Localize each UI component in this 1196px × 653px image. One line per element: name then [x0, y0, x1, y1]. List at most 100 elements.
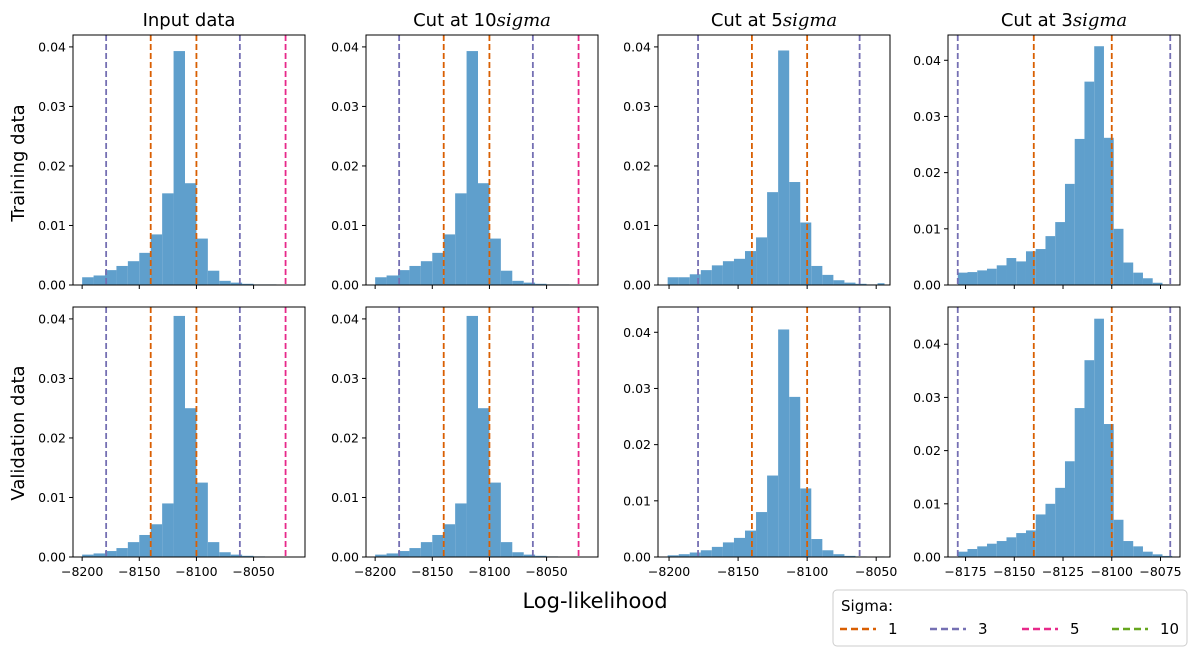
histogram-bar: [1142, 551, 1153, 557]
subplot-title: Cut at 3sigma: [1001, 10, 1127, 31]
histogram-bar: [230, 282, 243, 285]
y-tick-label: 0.00: [38, 278, 66, 293]
y-tick-label: 0.01: [913, 221, 941, 236]
subplot-title: Cut at 10sigma: [413, 10, 551, 31]
y-tick-label: 0.04: [331, 39, 359, 54]
x-tick-label: −8150: [993, 564, 1035, 579]
histogram-bar: [877, 283, 885, 285]
histogram-bar: [512, 552, 524, 557]
histogram-bar: [398, 551, 410, 557]
histogram-bar: [1035, 514, 1046, 557]
x-tick-label: −8075: [1139, 564, 1181, 579]
histogram-bar: [443, 524, 456, 557]
histogram-bar: [432, 252, 444, 285]
histogram-bar: [822, 550, 834, 557]
histogram-bar: [127, 542, 140, 557]
histogram-bar: [196, 482, 208, 557]
histogram-bar: [500, 542, 513, 557]
y-tick-label: 0.02: [913, 165, 941, 180]
histogram-bar: [1084, 81, 1095, 285]
histogram-bar: [1055, 487, 1065, 557]
histogram-bar: [678, 554, 690, 557]
histogram-bar: [1113, 519, 1124, 557]
histogram-bar: [789, 396, 801, 557]
histogram-bar: [173, 51, 185, 286]
histogram-bar: [1162, 555, 1173, 557]
histogram-bar: [700, 550, 712, 557]
histogram-bar: [767, 192, 779, 285]
histogram-bar: [986, 268, 997, 285]
histogram-bar: [833, 554, 845, 557]
histogram-bar: [478, 408, 490, 557]
x-axis-label: Log-likelihood: [522, 589, 667, 613]
histogram-bar: [1152, 282, 1163, 285]
histogram-bar: [207, 542, 220, 557]
histogram-bar: [230, 554, 243, 557]
histogram-bar: [1074, 138, 1085, 285]
histogram-bar: [139, 534, 151, 557]
histogram-bar: [219, 280, 231, 285]
histogram-bar: [756, 237, 768, 285]
histogram-bar: [409, 265, 421, 285]
histogram-bar: [500, 270, 513, 285]
y-tick-label: 0.00: [331, 550, 359, 565]
x-tick-label: −8050: [855, 564, 897, 579]
axes-frame: [365, 306, 599, 558]
histogram-bar: [711, 546, 723, 557]
y-tick-label: 0.02: [331, 430, 359, 445]
histogram-bar: [967, 272, 978, 285]
histogram-bar: [105, 551, 117, 557]
histogram-bar: [1123, 262, 1134, 285]
x-tick-label: −8200: [648, 564, 690, 579]
histogram-bar: [800, 488, 812, 557]
x-tick-label: −8100: [1091, 564, 1133, 579]
axes-frame: [947, 34, 1181, 286]
y-tick-label: 0.03: [38, 99, 66, 114]
y-tick-label: 0.01: [623, 493, 651, 508]
legend-sigma-5-label: 5: [1070, 620, 1080, 638]
y-tick-label: 0.02: [623, 158, 651, 173]
histogram-bar: [1133, 546, 1143, 557]
histogram-bar: [800, 222, 812, 285]
histogram-bar: [116, 265, 128, 285]
y-tick-label: 0.00: [913, 278, 941, 293]
histogram-bar: [996, 541, 1007, 557]
histogram-bar: [667, 555, 679, 557]
histogram-bar: [455, 503, 467, 557]
histogram-bar: [93, 275, 105, 285]
histogram-bar: [420, 542, 433, 557]
histogram-bar: [535, 283, 547, 285]
histogram-bar: [1152, 554, 1163, 557]
y-tick-label: 0.04: [913, 337, 941, 352]
legend-sigma-1-label: 1: [888, 620, 898, 638]
y-tick-label: 0.02: [331, 158, 359, 173]
y-tick-label: 0.01: [913, 496, 941, 511]
histogram-bar: [745, 530, 757, 557]
y-tick-label: 0.00: [913, 550, 941, 565]
y-tick-label: 0.02: [623, 437, 651, 452]
histogram-bar: [722, 261, 734, 285]
x-tick-label: −8150: [118, 564, 160, 579]
y-tick-label: 0.00: [38, 550, 66, 565]
histogram-bar: [207, 270, 220, 285]
histogram-bar: [667, 277, 679, 285]
histogram-bar: [700, 270, 712, 285]
legend-box: [832, 589, 1188, 647]
histogram-bar: [967, 549, 978, 557]
histogram-bar: [1035, 249, 1046, 285]
histogram-bar: [778, 329, 790, 557]
histogram-bar: [443, 234, 456, 285]
subplot-1-2: 0.00 0.01 0.02 0.03 0.04 Cut at 10sigma: [331, 10, 599, 293]
y-tick-label: 0.04: [623, 325, 651, 340]
histogram-bar: [523, 282, 536, 285]
y-tick-label: 0.01: [331, 490, 359, 505]
y-tick-label: 0.01: [331, 218, 359, 233]
histogram-bar: [778, 50, 790, 285]
histogram-bar: [455, 193, 467, 285]
histogram-bar: [1133, 272, 1143, 285]
y-tick-label: 0.03: [623, 99, 651, 114]
histogram-bar: [185, 183, 197, 285]
subplot-2-4: 0.00 0.01 0.02 0.03 0.04 −8175 −8150 −8125 −8100…: [913, 306, 1182, 579]
y-tick-label: 0.01: [38, 490, 66, 505]
x-tick-label: −8050: [525, 564, 567, 579]
